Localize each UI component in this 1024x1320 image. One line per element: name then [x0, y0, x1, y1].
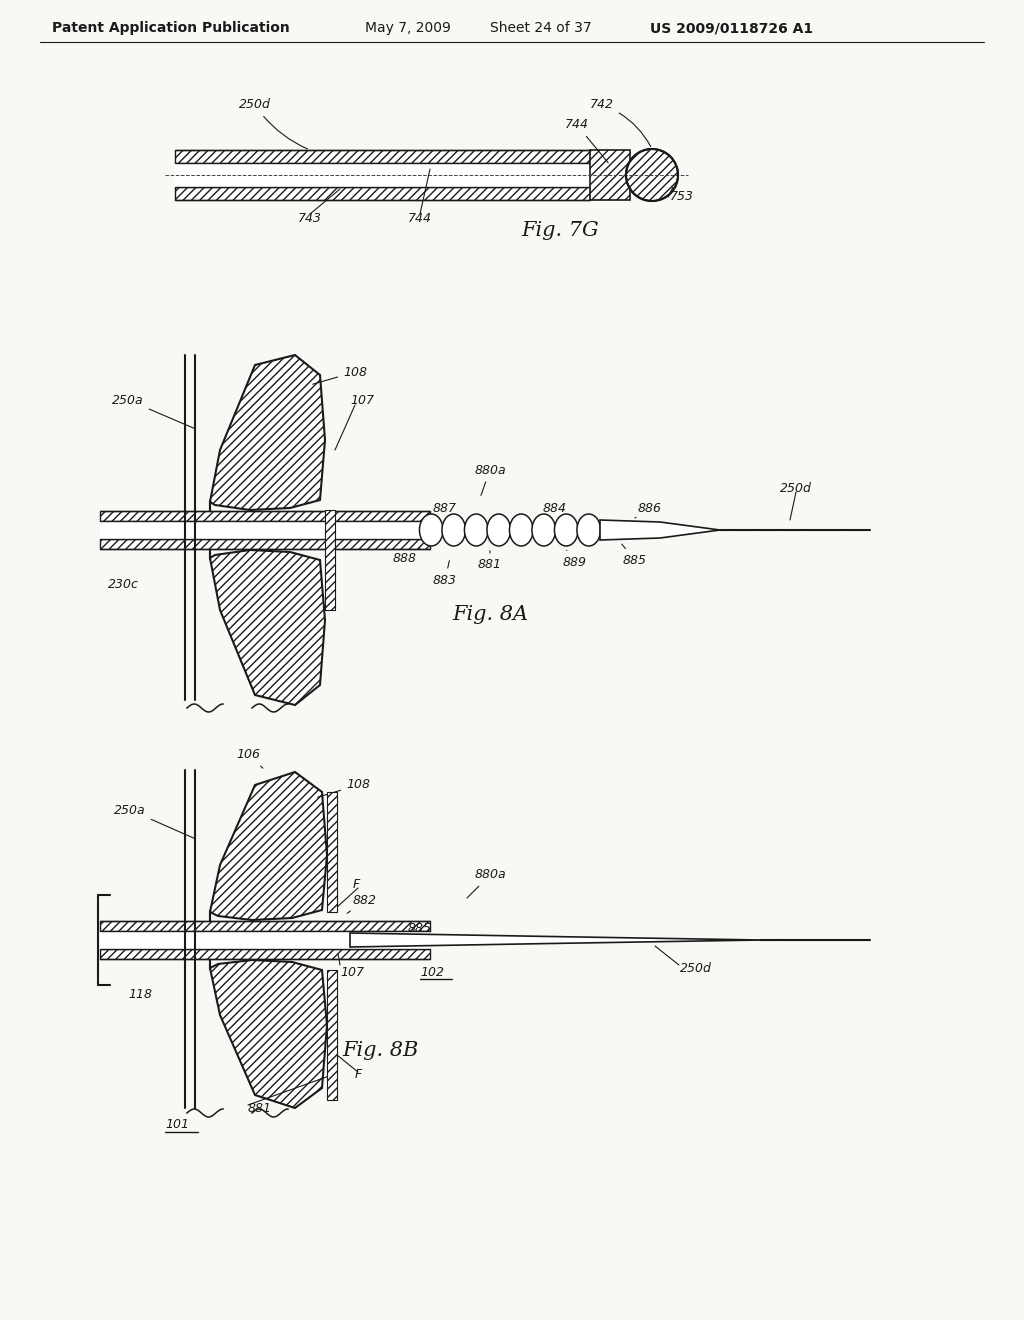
Polygon shape	[600, 520, 720, 540]
Text: 888: 888	[393, 548, 420, 565]
Text: 230c: 230c	[108, 578, 139, 591]
Bar	[100, 521, 430, 539]
Text: 250a: 250a	[113, 393, 196, 429]
Bar	[100, 539, 430, 549]
Bar	[175, 162, 590, 187]
Bar	[327, 970, 337, 1100]
Text: F: F	[353, 879, 360, 891]
Text: 743: 743	[298, 211, 322, 224]
Text: May 7, 2009: May 7, 2009	[365, 21, 451, 36]
Text: 102: 102	[420, 965, 444, 978]
Text: 753: 753	[670, 190, 694, 203]
Ellipse shape	[509, 513, 534, 546]
Polygon shape	[350, 933, 760, 946]
Text: 880a: 880a	[474, 463, 506, 495]
Ellipse shape	[577, 513, 600, 546]
Text: 744: 744	[565, 119, 608, 162]
Text: 882: 882	[347, 894, 377, 913]
Bar	[100, 949, 430, 960]
Bar	[327, 792, 337, 912]
Polygon shape	[210, 355, 325, 705]
Text: 885: 885	[400, 921, 432, 935]
Text: Fig. 7G: Fig. 7G	[521, 220, 599, 239]
Ellipse shape	[531, 513, 556, 546]
Text: 107: 107	[340, 965, 364, 978]
Text: 118: 118	[128, 989, 152, 1002]
Polygon shape	[210, 772, 327, 1107]
Text: 106: 106	[236, 748, 263, 768]
Text: F: F	[355, 1068, 362, 1081]
Bar	[590, 150, 630, 201]
Text: 250a: 250a	[115, 804, 196, 840]
Bar	[325, 510, 335, 610]
Text: 880a: 880a	[467, 869, 506, 898]
Bar	[100, 921, 430, 931]
Text: 250d: 250d	[780, 482, 812, 495]
Text: Fig. 8A: Fig. 8A	[452, 606, 528, 624]
Circle shape	[626, 149, 678, 201]
Text: 884: 884	[543, 502, 567, 517]
Text: 250d: 250d	[239, 99, 307, 149]
Text: Patent Application Publication: Patent Application Publication	[52, 21, 290, 36]
Text: 881: 881	[248, 1101, 272, 1114]
Text: Sheet 24 of 37: Sheet 24 of 37	[490, 21, 592, 36]
Bar	[100, 931, 430, 949]
Text: 883: 883	[433, 561, 457, 586]
Text: 886: 886	[635, 502, 662, 517]
Ellipse shape	[487, 513, 511, 546]
Ellipse shape	[554, 513, 579, 546]
Text: 101: 101	[165, 1118, 189, 1131]
Text: 881: 881	[478, 550, 502, 572]
Bar	[175, 150, 590, 162]
Ellipse shape	[465, 513, 488, 546]
Ellipse shape	[420, 513, 443, 546]
Text: Fig. 8B: Fig. 8B	[342, 1040, 418, 1060]
Text: 108: 108	[317, 779, 370, 797]
Text: 889: 889	[563, 550, 587, 569]
Text: 108: 108	[312, 366, 367, 384]
Bar	[175, 187, 590, 201]
Text: 887: 887	[433, 502, 457, 517]
Text: 885: 885	[622, 544, 647, 566]
Bar	[100, 511, 430, 521]
Text: US 2009/0118726 A1: US 2009/0118726 A1	[650, 21, 813, 36]
Text: 742: 742	[590, 99, 650, 147]
Text: 250d: 250d	[680, 961, 712, 974]
Text: 744: 744	[408, 211, 432, 224]
Text: 107: 107	[350, 393, 374, 407]
Ellipse shape	[442, 513, 466, 546]
